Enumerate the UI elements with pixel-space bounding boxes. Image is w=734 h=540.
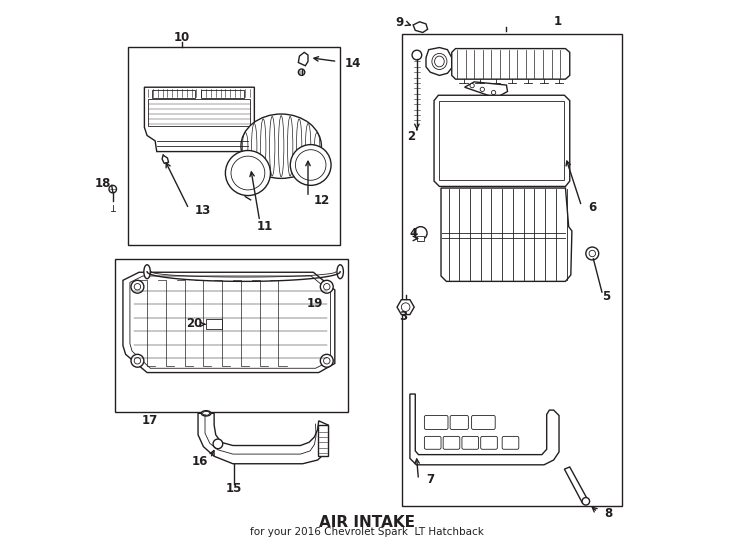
Text: for your 2016 Chevrolet Spark  LT Hatchback: for your 2016 Chevrolet Spark LT Hatchba…: [250, 528, 484, 537]
FancyBboxPatch shape: [471, 415, 495, 429]
Polygon shape: [410, 394, 559, 465]
Text: 7: 7: [426, 474, 434, 487]
Text: 1: 1: [553, 15, 562, 28]
Circle shape: [213, 439, 222, 449]
Polygon shape: [465, 82, 507, 98]
Bar: [318, 425, 328, 456]
Polygon shape: [397, 300, 414, 315]
Circle shape: [320, 280, 333, 293]
Text: 17: 17: [142, 414, 158, 427]
Ellipse shape: [144, 265, 150, 279]
Polygon shape: [413, 22, 428, 32]
Polygon shape: [426, 48, 451, 76]
FancyBboxPatch shape: [502, 436, 519, 449]
Polygon shape: [451, 49, 570, 79]
Circle shape: [470, 84, 474, 87]
Ellipse shape: [337, 265, 344, 279]
Circle shape: [586, 247, 599, 260]
Circle shape: [109, 185, 117, 193]
Bar: [200, 90, 244, 98]
Polygon shape: [434, 95, 570, 186]
FancyBboxPatch shape: [462, 436, 479, 449]
Text: AIR INTAKE: AIR INTAKE: [319, 515, 415, 530]
Bar: [153, 90, 195, 98]
Ellipse shape: [432, 53, 447, 70]
Circle shape: [298, 69, 305, 76]
Text: 5: 5: [602, 290, 610, 303]
Polygon shape: [198, 413, 328, 464]
Circle shape: [131, 280, 144, 293]
Ellipse shape: [241, 114, 321, 178]
Polygon shape: [298, 52, 308, 66]
Text: 11: 11: [257, 220, 273, 233]
Text: 6: 6: [588, 201, 596, 214]
Text: 12: 12: [313, 194, 330, 207]
FancyBboxPatch shape: [424, 436, 441, 449]
Text: 15: 15: [226, 482, 242, 495]
Bar: [115, 259, 348, 411]
Text: 3: 3: [399, 310, 407, 323]
Text: 8: 8: [604, 507, 612, 519]
FancyBboxPatch shape: [450, 415, 468, 429]
Text: 9: 9: [395, 16, 404, 29]
FancyBboxPatch shape: [424, 415, 448, 429]
Bar: [148, 99, 250, 126]
Text: 14: 14: [344, 57, 361, 70]
Circle shape: [480, 87, 484, 91]
FancyBboxPatch shape: [443, 436, 459, 449]
Polygon shape: [123, 272, 335, 373]
Text: 10: 10: [174, 31, 190, 44]
Text: 4: 4: [409, 227, 418, 240]
Polygon shape: [564, 467, 588, 503]
Circle shape: [492, 90, 495, 94]
Circle shape: [291, 145, 331, 185]
Text: 19: 19: [307, 298, 323, 310]
Ellipse shape: [201, 410, 211, 416]
FancyBboxPatch shape: [481, 436, 498, 449]
Bar: [206, 319, 222, 328]
Bar: [401, 33, 622, 505]
Text: 18: 18: [94, 177, 111, 190]
Bar: [128, 47, 340, 246]
Text: 20: 20: [186, 317, 203, 330]
Bar: [417, 236, 424, 241]
Circle shape: [414, 227, 427, 240]
Circle shape: [320, 354, 333, 367]
Bar: [440, 100, 564, 180]
Polygon shape: [145, 87, 255, 152]
Text: 16: 16: [192, 455, 208, 468]
Circle shape: [225, 151, 270, 195]
Circle shape: [582, 497, 589, 505]
Polygon shape: [441, 188, 572, 281]
Text: 2: 2: [407, 130, 415, 143]
Text: 13: 13: [195, 204, 211, 217]
Circle shape: [131, 354, 144, 367]
Circle shape: [412, 50, 422, 60]
